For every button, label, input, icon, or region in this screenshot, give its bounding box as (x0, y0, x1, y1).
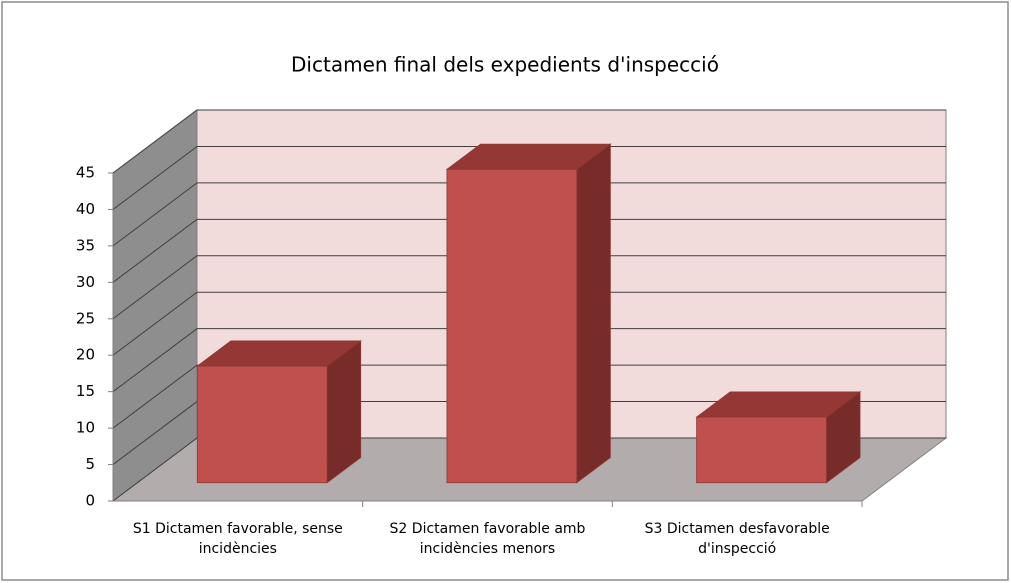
bar (695, 391, 862, 484)
grid-line (112, 255, 946, 320)
y-tick-label: 35 (76, 236, 95, 254)
grid-line (112, 182, 946, 247)
side-wall (112, 109, 198, 502)
y-tick-label: 10 (76, 419, 95, 437)
y-tick-label: 30 (76, 273, 95, 291)
y-tick-label: 25 (76, 309, 95, 327)
grid-line (112, 145, 946, 210)
grid-line (112, 218, 946, 283)
x-tick-label: S1 Dictamen favorable, sense incidències (132, 521, 343, 557)
y-tick-label: 40 (76, 200, 95, 218)
bar-front (446, 168, 578, 484)
bar (196, 340, 362, 484)
bar-side (576, 143, 611, 484)
y-tick-label: 5 (85, 455, 95, 473)
x-tick-label: S2 Dictamen favorable amb incidències me… (389, 521, 586, 557)
bar-front (696, 416, 827, 484)
chart-title: Dictamen final dels expedients d'inspecc… (291, 53, 719, 77)
bar-front (196, 365, 328, 484)
grid-line (112, 364, 946, 429)
bar (445, 143, 612, 484)
x-tick-label: S3 Dictamen desfavorable d'inspecció (644, 521, 830, 557)
y-tick-label: 20 (76, 346, 95, 364)
grid-line (112, 328, 946, 393)
grid-line (112, 291, 946, 356)
grid-line (112, 109, 946, 174)
y-tick-label: 15 (76, 382, 95, 400)
y-tick-label: 45 (76, 164, 95, 182)
y-tick-label: 0 (85, 492, 95, 510)
